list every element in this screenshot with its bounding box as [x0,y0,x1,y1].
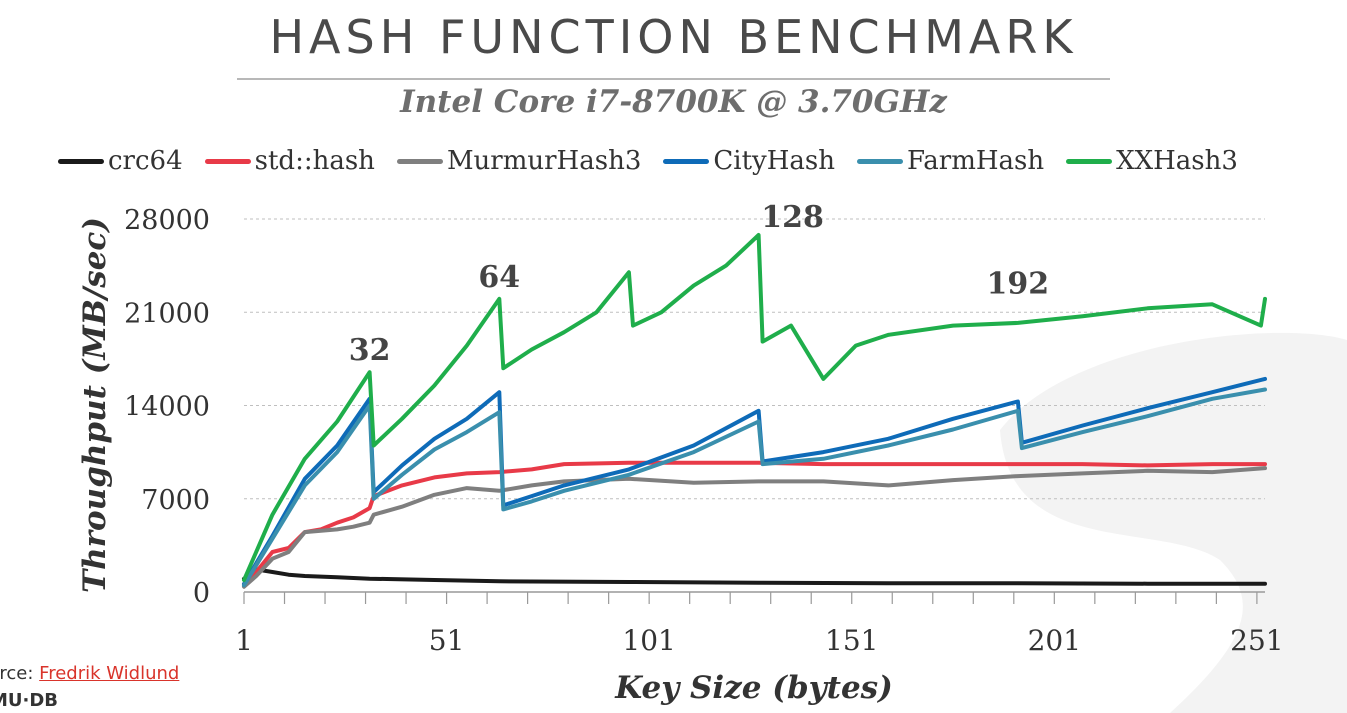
slide-title: HASH FUNCTION BENCHMARK [269,10,1078,64]
x-tick-label: 51 [429,624,465,657]
annotation-label: 32 [349,333,391,368]
legend-item: MurmurHash3 [396,146,642,176]
legend-label: std::hash [254,146,375,176]
x-tick-label: 201 [1028,624,1081,657]
source-prefix: urce: [0,663,34,684]
chart-subtitle: Intel Core i7-8700K @ 3.70GHz [400,84,947,120]
legend-item: std::hash [204,146,375,176]
legend-label: crc64 [108,146,183,176]
legend-item: FarmHash [856,146,1045,176]
legend-swatch [204,158,251,164]
legend-item: XXHash3 [1066,146,1238,176]
cmu-db-logo: MU·DB [0,690,59,711]
legend-swatch [1066,158,1113,164]
legend-swatch [396,158,443,164]
series-line-murmurhash3 [242,466,1267,589]
x-tick-label: 101 [622,624,675,657]
y-axis-label: Throughput (MB/sec) [77,217,113,593]
legend-swatch [856,158,903,164]
y-tick-label: 0 [193,578,210,609]
series-line-farmhash [242,387,1267,588]
y-tick-label: 28000 [124,205,210,236]
x-tick-label: 151 [825,624,878,657]
legend-item: crc64 [58,146,183,176]
x-tick-label: 251 [1230,624,1283,657]
annotation-label: 64 [478,260,520,295]
chart-legend: crc64 std::hash MurmurHash3 CityHash FarmHas… [58,143,1318,179]
y-tick-label: 14000 [124,392,210,423]
series-line-xxhash3 [242,233,1267,582]
legend-swatch [58,158,104,164]
series-line-crc64 [242,567,1267,586]
source-link[interactable]: Fredrik Widlund [39,663,180,684]
y-tick-label: 21000 [124,298,210,329]
annotation-label: 128 [761,200,824,235]
x-tick-label: 1 [235,624,253,657]
legend-swatch [663,158,710,164]
legend-item: CityHash [663,146,835,176]
legend-label: XXHash3 [1116,146,1238,176]
title-divider [237,78,1110,80]
legend-label: MurmurHash3 [446,146,642,176]
source-credit: urce: Fredrik Widlund [0,663,179,684]
legend-label: CityHash [713,146,835,176]
legend-label: FarmHash [906,146,1045,176]
x-axis-label: Key Size (bytes) [614,670,893,706]
annotation-label: 192 [987,267,1050,302]
y-tick-label: 7000 [141,485,210,516]
